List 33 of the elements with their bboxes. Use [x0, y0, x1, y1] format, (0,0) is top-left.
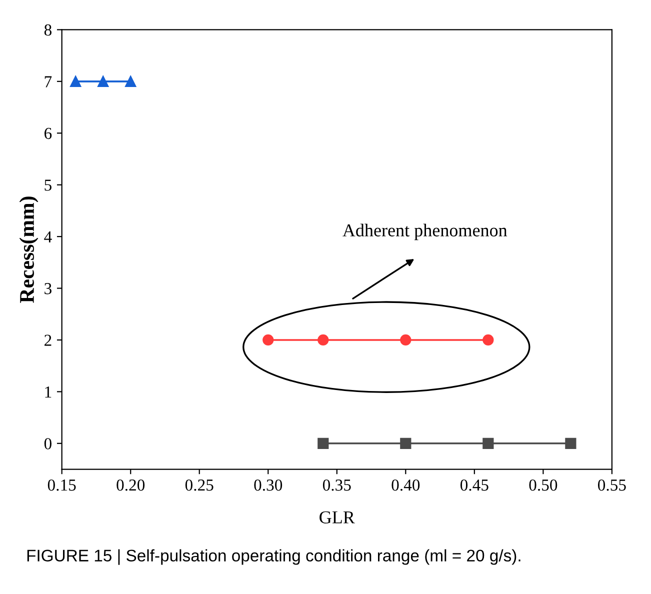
- point: [400, 438, 412, 449]
- y-tick-label: 8: [44, 24, 52, 36]
- y-tick-label: 5: [44, 180, 52, 191]
- point: [318, 334, 329, 346]
- x-tick-label: 0.50: [529, 479, 558, 491]
- x-tick-label: 0.40: [392, 479, 420, 491]
- point: [318, 438, 329, 449]
- x-tick-label: 0.55: [598, 479, 626, 491]
- x-tick-label: 0.25: [185, 479, 214, 491]
- point: [565, 438, 576, 449]
- point: [400, 334, 412, 346]
- point: [482, 334, 494, 346]
- x-tick-label: 0.45: [460, 479, 488, 491]
- point: [70, 76, 82, 87]
- y-tick-label: 6: [44, 128, 52, 140]
- point: [125, 76, 136, 87]
- annotation: Adherent phenomenon: [342, 224, 508, 240]
- y-tick-label: 4: [44, 231, 52, 242]
- y-tick-label: 7: [44, 76, 52, 88]
- y-tick-label: 2: [44, 334, 52, 346]
- point: [262, 334, 274, 346]
- x-tick-label: 0.35: [322, 479, 351, 491]
- point: [482, 438, 494, 449]
- x-tick-label: 0.30: [254, 479, 282, 491]
- x-axis-title: GLR: [320, 511, 355, 524]
- y-tick-label: 3: [44, 283, 52, 294]
- point: [98, 76, 109, 87]
- caption: FIGURE 15 | Self-pulsation operating condition range (ml = 20 g/s).: [27, 549, 520, 565]
- y-tick-label: 1: [45, 386, 52, 398]
- x-tick-label: 0.20: [116, 479, 145, 491]
- x-tick-label: 0.15: [48, 479, 76, 491]
- y-axis-title: Recess(mm): [19, 196, 38, 303]
- y-tick-label: 0: [44, 438, 52, 450]
